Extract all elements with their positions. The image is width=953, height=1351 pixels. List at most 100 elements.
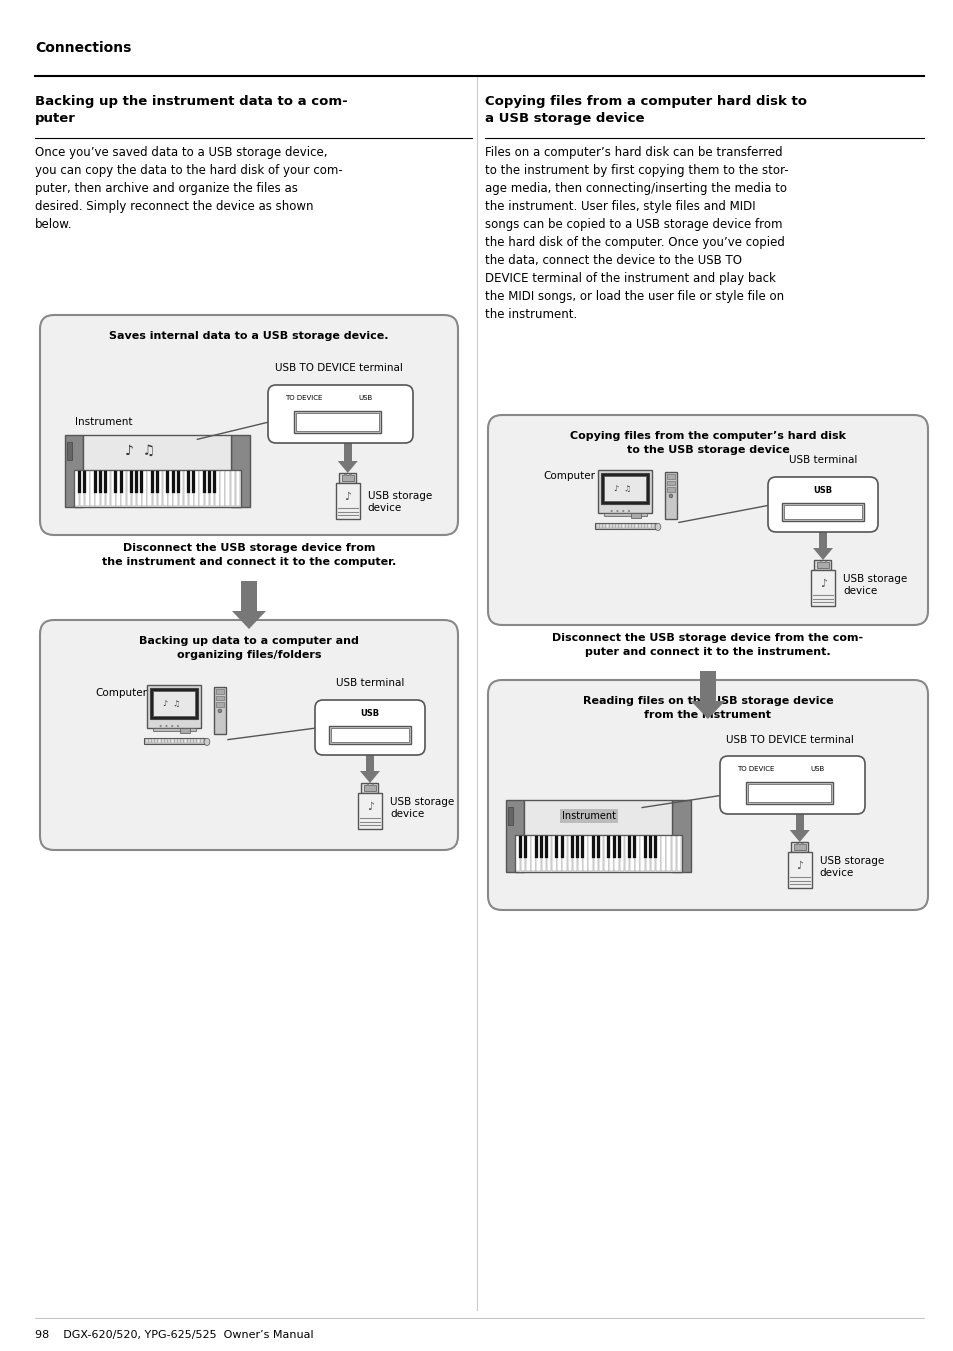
FancyBboxPatch shape — [40, 620, 457, 850]
Bar — [783, 505, 862, 519]
Bar — [329, 727, 411, 744]
Text: Disconnect the USB storage device from the com-
puter and connect it to the inst: Disconnect the USB storage device from t… — [552, 634, 862, 657]
Bar — [111, 470, 115, 507]
Bar — [191, 739, 193, 743]
Text: TO DEVICE: TO DEVICE — [285, 394, 322, 401]
Bar — [67, 442, 71, 461]
Bar — [603, 513, 646, 516]
Bar — [174, 739, 176, 743]
Circle shape — [668, 494, 672, 497]
FancyBboxPatch shape — [268, 385, 413, 443]
Text: ♪  ♫: ♪ ♫ — [614, 484, 631, 493]
Text: TO DEVICE: TO DEVICE — [737, 766, 774, 771]
Text: Instrument: Instrument — [561, 811, 616, 821]
Bar — [515, 835, 519, 871]
Bar — [184, 470, 189, 507]
Bar — [179, 728, 191, 732]
Text: USB: USB — [813, 486, 832, 496]
Bar — [215, 689, 224, 693]
Bar — [624, 835, 629, 871]
Bar — [215, 703, 224, 707]
Bar — [654, 835, 657, 858]
Bar — [536, 835, 540, 871]
Bar — [366, 755, 374, 771]
Bar — [796, 843, 798, 846]
Bar — [168, 470, 172, 507]
Bar — [210, 470, 214, 507]
Bar — [162, 739, 164, 743]
Bar — [666, 835, 670, 871]
Text: USB storage
device: USB storage device — [390, 797, 454, 819]
Bar — [607, 835, 610, 858]
Bar — [176, 470, 180, 493]
Bar — [819, 561, 821, 563]
Bar — [672, 800, 690, 871]
Bar — [609, 524, 611, 528]
Bar — [604, 476, 645, 501]
Bar — [173, 470, 178, 507]
Bar — [795, 815, 803, 830]
Bar — [633, 835, 636, 858]
Ellipse shape — [655, 523, 660, 531]
Bar — [80, 470, 84, 507]
Bar — [650, 835, 655, 871]
Bar — [567, 835, 572, 871]
Bar — [700, 671, 716, 701]
Circle shape — [616, 509, 618, 512]
Bar — [552, 835, 556, 871]
Bar — [148, 470, 152, 507]
FancyBboxPatch shape — [488, 680, 927, 911]
Bar — [343, 443, 352, 461]
Bar — [184, 739, 187, 743]
Bar — [666, 474, 675, 478]
Bar — [203, 470, 206, 493]
Bar — [116, 470, 121, 507]
Text: ♪  ♫: ♪ ♫ — [163, 698, 180, 708]
Bar — [656, 835, 659, 871]
Bar — [93, 470, 96, 493]
Bar — [349, 474, 352, 477]
Text: USB storage
device: USB storage device — [819, 857, 883, 878]
Bar — [91, 470, 94, 507]
Bar — [544, 835, 547, 858]
Text: ♪: ♪ — [796, 861, 802, 871]
Bar — [593, 835, 598, 871]
Bar — [578, 835, 582, 871]
Bar — [609, 835, 613, 871]
Circle shape — [627, 509, 629, 512]
Bar — [331, 728, 409, 742]
Bar — [580, 835, 584, 858]
Bar — [541, 835, 546, 871]
Bar — [602, 524, 604, 528]
Bar — [65, 435, 84, 507]
Bar — [603, 835, 608, 871]
Bar — [194, 739, 196, 743]
Bar — [178, 470, 183, 507]
Bar — [178, 739, 180, 743]
Text: ♪: ♪ — [366, 801, 373, 812]
Text: USB TO DEVICE terminal: USB TO DEVICE terminal — [274, 363, 402, 373]
Text: ♪  ♫: ♪ ♫ — [125, 444, 154, 458]
Text: USB: USB — [357, 394, 372, 401]
Bar — [127, 470, 132, 507]
Bar — [344, 474, 347, 477]
Text: USB terminal: USB terminal — [788, 455, 857, 465]
Bar — [572, 835, 577, 871]
Bar — [747, 784, 830, 802]
Bar — [153, 690, 194, 716]
Bar — [165, 739, 167, 743]
Bar — [790, 842, 807, 852]
Bar — [119, 470, 123, 493]
Bar — [793, 844, 805, 850]
Bar — [163, 470, 168, 507]
Bar — [214, 470, 219, 507]
Bar — [618, 524, 620, 528]
Bar — [518, 835, 521, 858]
Bar — [231, 470, 235, 507]
Bar — [142, 470, 147, 507]
Bar — [364, 785, 375, 790]
Bar — [294, 411, 380, 434]
Polygon shape — [337, 461, 357, 473]
Bar — [648, 524, 650, 528]
Bar — [651, 524, 653, 528]
